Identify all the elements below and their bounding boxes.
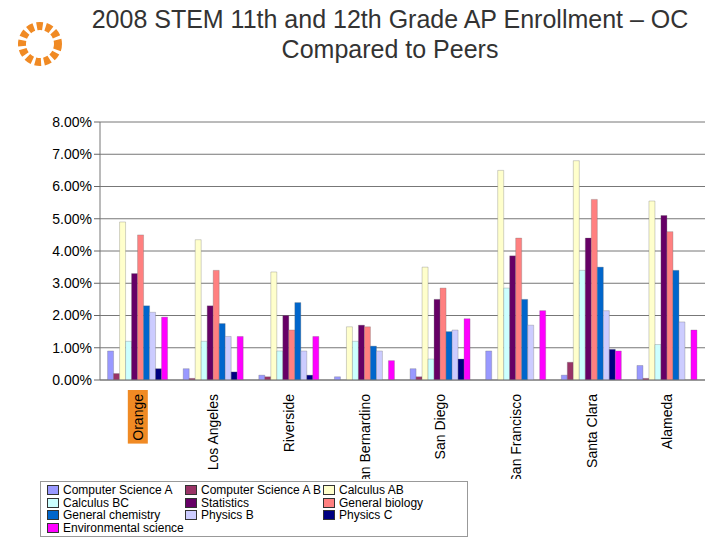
html-text:General biology: General biology xyxy=(339,495,424,510)
svg-text:8.00%: 8.00% xyxy=(52,114,92,130)
svg-text:Riverside: Riverside xyxy=(281,394,297,453)
html-text:Physics C: Physics C xyxy=(339,508,393,522)
html-text:Calculus AB: Calculus AB xyxy=(339,483,404,497)
svg-text:1.00%: 1.00% xyxy=(52,340,92,356)
html-text:Computer Science A: Computer Science A xyxy=(63,483,173,497)
svg-text:San Bernardino: San Bernardino xyxy=(357,394,373,479)
svg-text:7.00%: 7.00% xyxy=(52,146,92,162)
html-text:Computer Science A B: Computer Science A B xyxy=(201,483,322,497)
html-text:Calculus BC: Calculus BC xyxy=(63,495,129,510)
svg-text:Alameda: Alameda xyxy=(659,394,675,449)
svg-text:San Francisco: San Francisco xyxy=(508,394,524,479)
svg-text:Santa Clara: Santa Clara xyxy=(584,394,600,468)
svg-text:0.00%: 0.00% xyxy=(52,372,92,388)
html-text:Environmental science: Environmental science xyxy=(63,520,184,535)
html-text:General chemistry: General chemistry xyxy=(63,508,161,522)
svg-text:5.00%: 5.00% xyxy=(52,211,92,227)
svg-text:2.00%: 2.00% xyxy=(52,307,92,323)
svg-text:4.00%: 4.00% xyxy=(52,243,92,259)
svg-text:Los Angeles: Los Angeles xyxy=(205,394,221,470)
html-text:2008 STEM 11th and 12th Grade: 2008 STEM 11th and 12th Grade AP Enrollm… xyxy=(91,5,689,63)
svg-text:San Diego: San Diego xyxy=(432,394,448,460)
svg-text:Orange: Orange xyxy=(130,394,146,441)
html-text:Physics B: Physics B xyxy=(201,508,254,522)
svg-text:6.00%: 6.00% xyxy=(52,178,92,194)
svg-text:3.00%: 3.00% xyxy=(52,275,92,291)
html-text:Statistics: Statistics xyxy=(201,495,249,510)
